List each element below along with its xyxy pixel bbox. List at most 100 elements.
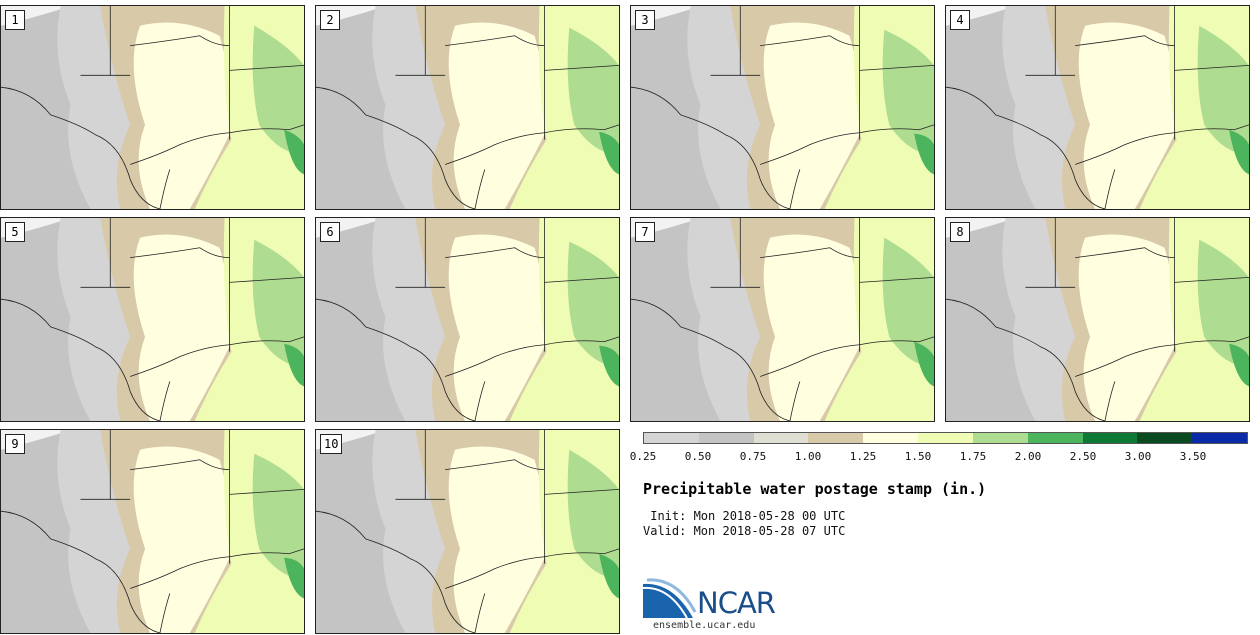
colorbar-tick: 1.75 xyxy=(959,450,987,463)
colorbar-tick: 0.75 xyxy=(739,450,767,463)
border-line xyxy=(631,86,791,209)
panel-number-label: 10 xyxy=(320,434,343,454)
border-line xyxy=(130,247,230,259)
border-line xyxy=(859,277,934,283)
precipitable-water-map xyxy=(1,218,304,421)
pw-band-green xyxy=(567,27,619,155)
coastline xyxy=(159,381,171,421)
precipitable-water-map xyxy=(1,430,304,633)
border-line xyxy=(1,298,161,421)
border-line xyxy=(1,510,161,633)
map-panel: 1 xyxy=(0,5,305,210)
coastline xyxy=(159,593,171,633)
pw-band-green xyxy=(252,239,304,367)
colorbar-swatch xyxy=(808,433,864,443)
border-line xyxy=(544,65,619,71)
border-line xyxy=(316,298,476,421)
map-panel: 7 xyxy=(630,217,935,422)
border-line xyxy=(395,218,446,288)
pw-band-cream xyxy=(448,234,546,421)
precipitable-water-map xyxy=(631,6,934,209)
border-line xyxy=(395,430,446,500)
coastline xyxy=(159,169,171,209)
colorbar-tick: 1.50 xyxy=(904,450,932,463)
map-panel: 10 xyxy=(315,429,620,634)
colorbar xyxy=(643,432,1248,444)
border-line xyxy=(710,6,761,76)
colorbar-tick-labels: 0.25 0.50 0.75 1.00 1.25 1.50 1.75 2.00 … xyxy=(0,450,1260,466)
pw-band-dark-green xyxy=(1229,129,1249,175)
pw-band-dark-green xyxy=(914,341,934,387)
border-line xyxy=(1025,218,1076,288)
coastline xyxy=(130,548,304,589)
panel-number-label: 4 xyxy=(950,10,970,30)
colorbar-swatch xyxy=(972,433,1028,443)
panel-number-label: 9 xyxy=(5,434,25,454)
colorbar-tick: 3.00 xyxy=(1124,450,1152,463)
pw-band-cream xyxy=(448,22,546,209)
pw-band-dark-green xyxy=(599,345,619,387)
map-panel: 9 xyxy=(0,429,305,634)
colorbar-swatch xyxy=(644,433,699,443)
coastline xyxy=(789,169,801,209)
coastline xyxy=(130,124,304,165)
coastline xyxy=(1104,381,1116,421)
precipitable-water-map xyxy=(946,218,1249,421)
pw-band-dark-green xyxy=(914,133,934,175)
border-line xyxy=(946,298,1106,421)
colorbar-tick: 3.50 xyxy=(1179,450,1207,463)
border-line xyxy=(1174,65,1249,71)
colorbar-swatch xyxy=(698,433,754,443)
page-title: Precipitable water postage stamp (in.) xyxy=(643,480,987,498)
border-line xyxy=(80,430,131,500)
pw-band-dark-green xyxy=(599,553,619,599)
pw-band-cream xyxy=(763,234,861,421)
init-time-line: Init: Mon 2018-05-28 00 UTC xyxy=(643,509,846,523)
border-line xyxy=(229,65,304,71)
map-panel: 3 xyxy=(630,5,935,210)
coastline xyxy=(789,381,801,421)
panel-number-label: 5 xyxy=(5,222,25,242)
colorbar-tick: 0.25 xyxy=(629,450,657,463)
map-panel: 6 xyxy=(315,217,620,422)
coastline xyxy=(1075,124,1249,165)
pw-band-green xyxy=(1197,239,1249,367)
coastline xyxy=(760,336,934,377)
map-panel: 2 xyxy=(315,5,620,210)
border-line xyxy=(445,35,545,47)
coastline xyxy=(445,548,619,589)
panel-number-label: 7 xyxy=(635,222,655,242)
panel-number-label: 8 xyxy=(950,222,970,242)
border-line xyxy=(1025,6,1076,76)
border-line xyxy=(631,298,791,421)
pw-band-dark-green xyxy=(599,131,619,175)
pw-band-cream xyxy=(1078,22,1176,209)
pw-band-green xyxy=(882,237,934,367)
border-line xyxy=(1075,35,1175,47)
coastline xyxy=(474,169,486,209)
colorbar-tick: 1.25 xyxy=(849,450,877,463)
precipitable-water-map xyxy=(316,430,619,633)
map-panel: 4 xyxy=(945,5,1250,210)
colorbar-swatch xyxy=(863,433,919,443)
panel-number-label: 2 xyxy=(320,10,340,30)
colorbar-swatch xyxy=(1192,433,1247,443)
ncar-logo-text: NCAR xyxy=(697,586,776,620)
pw-band-cream xyxy=(1078,234,1176,421)
ncar-logo-icon xyxy=(643,578,697,619)
border-line xyxy=(760,35,860,47)
precipitable-water-map xyxy=(316,218,619,421)
pw-band-dark-green xyxy=(284,129,304,175)
map-panel: 8 xyxy=(945,217,1250,422)
border-line xyxy=(710,218,761,288)
border-line xyxy=(316,510,476,633)
colorbar-swatch xyxy=(753,433,809,443)
border-line xyxy=(130,35,230,47)
precipitable-water-map xyxy=(316,6,619,209)
border-line xyxy=(544,489,619,495)
coastline xyxy=(445,336,619,377)
coastline xyxy=(445,124,619,165)
border-line xyxy=(445,247,545,259)
colorbar-swatch xyxy=(1027,433,1083,443)
pw-band-dark-green xyxy=(284,343,304,387)
